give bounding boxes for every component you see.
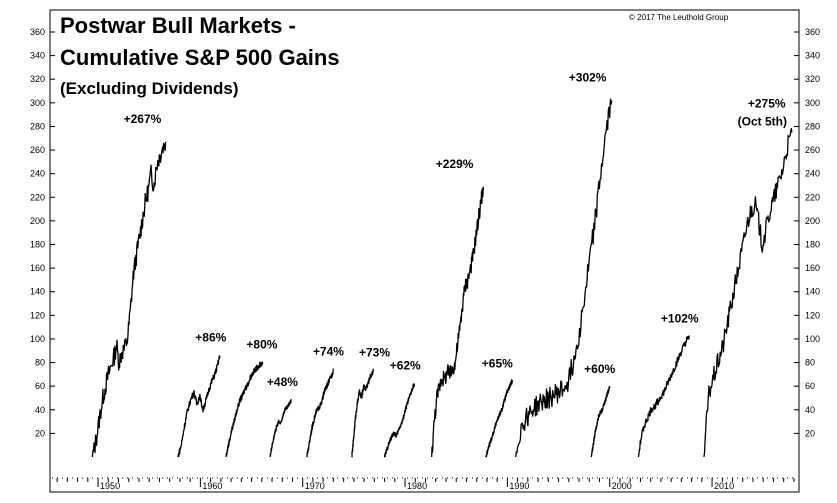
- y-tick-label-right: 40: [805, 405, 815, 415]
- y-tick-label-left: 140: [30, 287, 45, 297]
- bull-market-series-line: [514, 98, 613, 458]
- y-tick-label-left: 120: [30, 310, 45, 320]
- x-tick-label: 2000: [612, 481, 632, 491]
- x-tick-label: 1990: [509, 481, 529, 491]
- annotation-layer: +267% +86% +80% +48% +74% +73%+62% +229% +65% +3…: [124, 71, 787, 390]
- bull-market-series-line: [91, 141, 167, 458]
- bull-market-series-line: [637, 335, 691, 458]
- y-tick-label-right: 60: [805, 381, 815, 391]
- x-tick-label: 1960: [202, 481, 222, 491]
- y-tick-label-right: 320: [805, 74, 820, 84]
- bull-market-series-line: [485, 379, 514, 458]
- bull-market-gain-label: +48%: [267, 375, 298, 389]
- y-tick-label-right: 120: [805, 310, 820, 320]
- bull-market-series-line: [225, 361, 264, 458]
- y-tick-label-left: 360: [30, 27, 45, 37]
- y-tick-label-right: 360: [805, 27, 820, 37]
- y-tick-label-left: 260: [30, 145, 45, 155]
- x-tick-label: 1980: [407, 481, 427, 491]
- y-tick-label-left: 280: [30, 121, 45, 131]
- y-tick-label-left: 180: [30, 240, 45, 250]
- y-tick-label-left: 320: [30, 74, 45, 84]
- chart-subtitle: (Excluding Dividends): [60, 79, 239, 98]
- bull-market-series-line: [431, 186, 484, 458]
- copyright-text: © 2017 The Leuthold Group: [629, 13, 729, 22]
- y-tick-label-left: 20: [35, 428, 45, 438]
- x-tick-label: 1950: [100, 481, 120, 491]
- bull-market-gain-label: +86%: [195, 330, 226, 344]
- bull-market-series-line: [306, 368, 334, 458]
- x-tick-label: 2010: [714, 481, 734, 491]
- y-tick-label-left: 200: [30, 216, 45, 226]
- y-tick-label-left: 300: [30, 98, 45, 108]
- bull-market-gain-label: +229%: [436, 157, 474, 171]
- y-tick-label-left: 240: [30, 169, 45, 179]
- x-tick-label: 1970: [305, 481, 325, 491]
- y-tick-label-left: 40: [35, 405, 45, 415]
- bull-market-gain-label: +62%: [390, 359, 421, 373]
- bull-market-series-line: [269, 398, 292, 458]
- y-tick-label-left: 160: [30, 263, 45, 273]
- plot-border: [49, 9, 800, 493]
- bull-market-series-line: [703, 127, 793, 458]
- bull-market-series-line: [177, 355, 221, 458]
- bull-market-gain-label: +80%: [246, 337, 277, 351]
- y-tick-label-right: 220: [805, 192, 820, 202]
- y-tick-label-right: 200: [805, 216, 820, 226]
- y-tick-label-right: 260: [805, 145, 820, 155]
- y-axis-right: 20 40 60 80 100 120 140 160 180 200 220 240 260 280 30…: [794, 27, 820, 438]
- y-tick-label-right: 280: [805, 121, 820, 131]
- bull-market-gain-label: +302%: [569, 71, 607, 85]
- y-tick-label-right: 140: [805, 287, 820, 297]
- bull-market-gain-label: (Oct 5th): [738, 114, 787, 128]
- chart-title-line2: Cumulative S&P 500 Gains: [60, 45, 340, 70]
- bull-market-gain-label: +267%: [124, 112, 162, 126]
- chart-title-line1: Postwar Bull Markets -: [60, 13, 296, 38]
- y-tick-label-right: 180: [805, 240, 820, 250]
- y-tick-label-right: 100: [805, 334, 820, 344]
- bull-market-series-line: [590, 385, 611, 458]
- bull-market-gain-label: +275%: [748, 97, 786, 111]
- bull-market-series-line: [351, 368, 374, 458]
- x-axis: 1950 1960 1970 1980 1990 2000 2010: [52, 477, 797, 491]
- y-tick-label-right: 240: [805, 169, 820, 179]
- y-tick-label-right: 300: [805, 98, 820, 108]
- y-tick-label-left: 100: [30, 334, 45, 344]
- y-tick-label-right: 340: [805, 51, 820, 61]
- y-axis-left: 20 40 60 80 100 120 140 160 180 200 220 240 260 280 30…: [30, 27, 55, 438]
- bull-market-gain-label: +73%: [359, 346, 390, 360]
- y-tick-label-right: 160: [805, 263, 820, 273]
- y-tick-label-left: 220: [30, 192, 45, 202]
- series-layer: [91, 98, 793, 458]
- bull-market-gain-label: +102%: [661, 311, 699, 325]
- y-tick-label-left: 80: [35, 358, 45, 368]
- y-tick-label-right: 20: [805, 428, 815, 438]
- bull-market-gain-label: +60%: [584, 362, 615, 376]
- bull-market-gain-label: +74%: [313, 344, 344, 358]
- bull-market-series-line: [383, 383, 415, 458]
- y-tick-label-left: 60: [35, 381, 45, 391]
- y-tick-label-right: 80: [805, 358, 815, 368]
- bull-market-gain-label: +65%: [482, 356, 513, 370]
- y-tick-label-left: 340: [30, 51, 45, 61]
